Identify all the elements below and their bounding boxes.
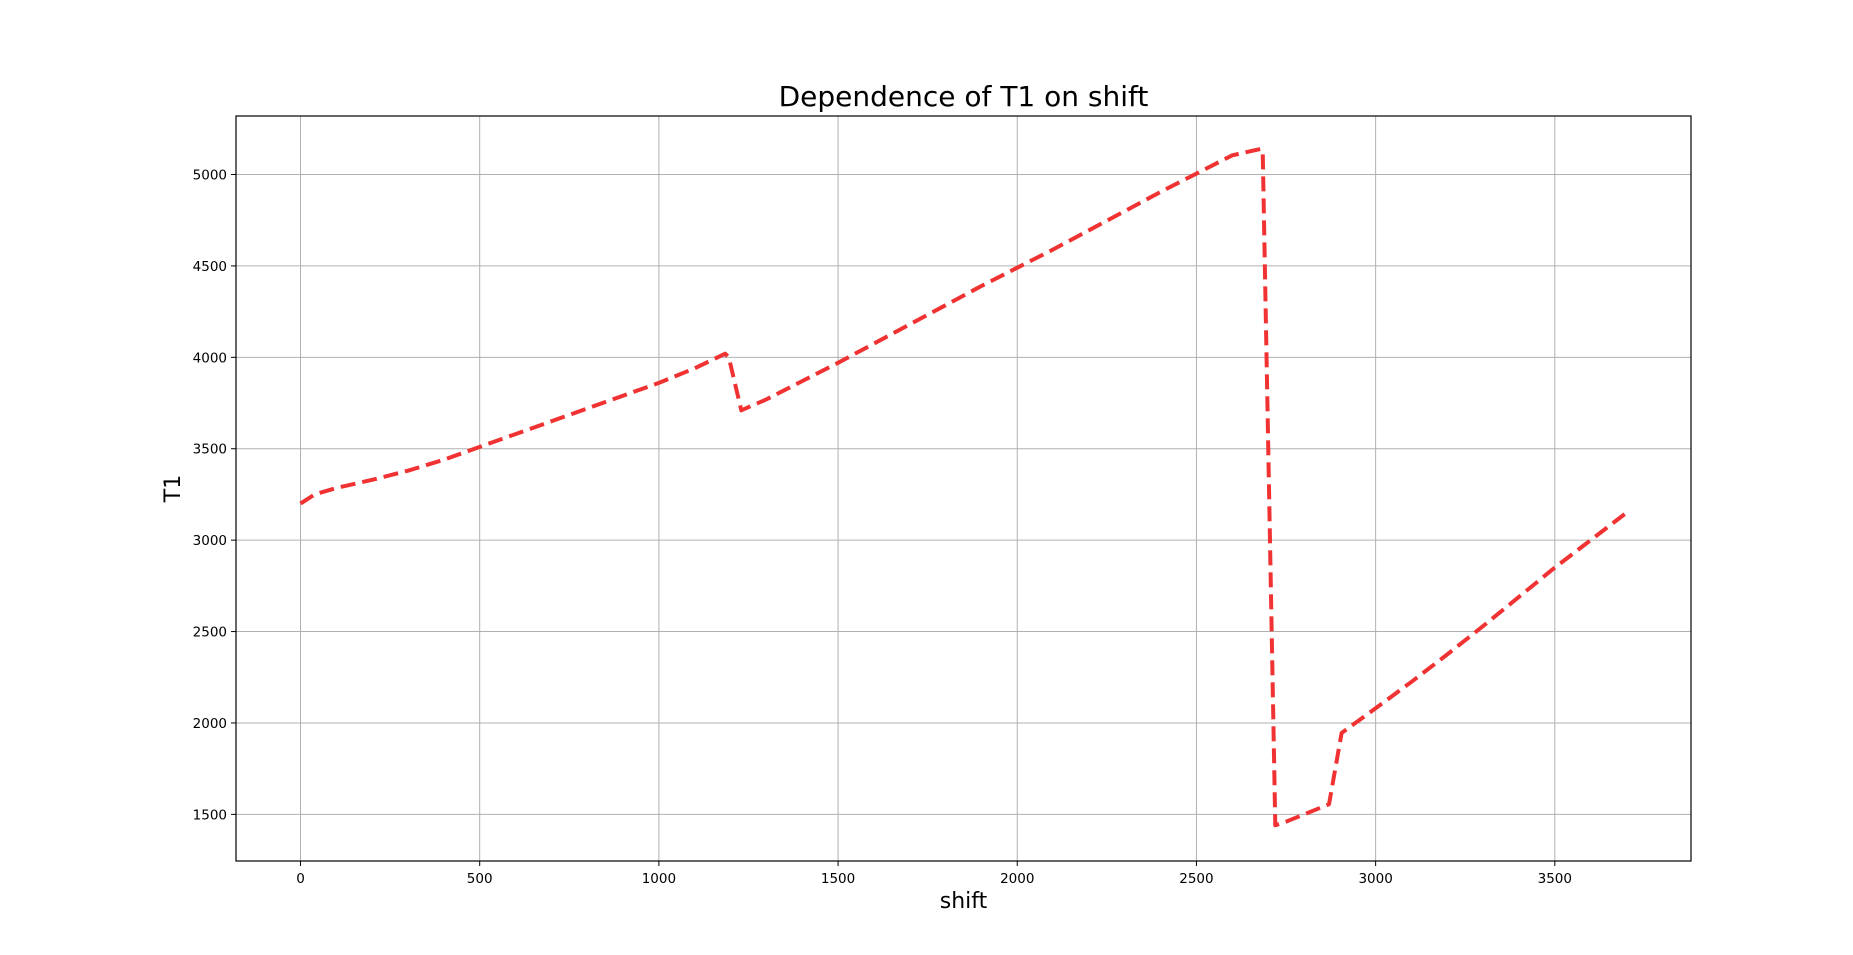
series-line — [299, 146, 1628, 828]
y-tick-label: 3000 — [193, 533, 227, 549]
y-tick-label: 2500 — [193, 625, 227, 641]
y-tick-label: 4500 — [193, 259, 227, 275]
x-tick-label: 3500 — [1538, 871, 1572, 887]
chart-title: Dependence of T1 on shift — [779, 80, 1149, 113]
axis-ticks: 0 500 1000 1500 2000 2500 3000 3500 1500 2000 2500… — [193, 168, 1572, 887]
x-tick-label: 0 — [296, 871, 305, 887]
x-tick-label: 2000 — [1000, 871, 1034, 887]
y-tick-label: 1500 — [193, 807, 227, 823]
grid-lines — [236, 116, 1691, 861]
y-tick-label: 5000 — [193, 168, 227, 184]
y-axis-label: T1 — [161, 475, 186, 503]
x-axis-label: shift — [940, 889, 988, 914]
y-tick-label: 2000 — [193, 716, 227, 732]
x-tick-label: 2500 — [1179, 871, 1213, 887]
x-tick-label: 3000 — [1358, 871, 1392, 887]
series-line-layer — [299, 146, 1628, 828]
plot-area-frame — [235, 115, 1692, 862]
x-tick-label: 500 — [467, 871, 493, 887]
y-tick-label: 4000 — [193, 350, 227, 366]
x-tick-label: 1500 — [821, 871, 855, 887]
y-tick-label: 3500 — [193, 442, 227, 458]
x-tick-label: 1000 — [642, 871, 676, 887]
